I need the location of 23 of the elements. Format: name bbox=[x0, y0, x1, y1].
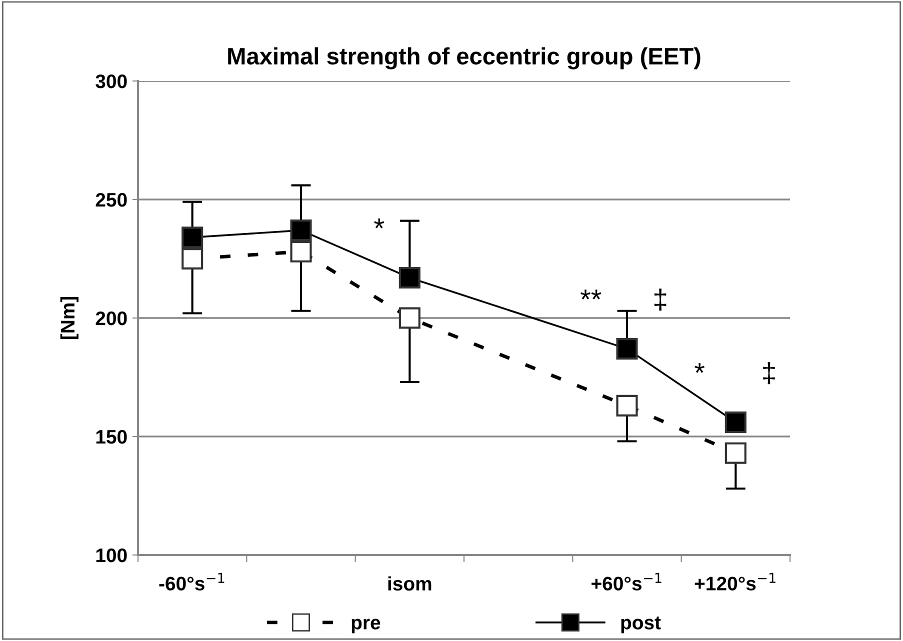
chart-title: Maximal strength of eccentric group (EET) bbox=[228, 47, 700, 70]
point bbox=[398, 266, 420, 288]
x-tick-label: isom bbox=[388, 576, 432, 591]
point bbox=[182, 226, 204, 248]
y-tick-label: 300 bbox=[96, 74, 127, 88]
y-axis-title: [Nm] bbox=[60, 296, 78, 340]
annotation: * bbox=[374, 218, 384, 228]
x-tick-label: +60°s$^{−1}$ bbox=[592, 572, 662, 590]
annotation: ** bbox=[580, 290, 602, 300]
annotation: ‡ bbox=[763, 362, 775, 384]
legend-label: pre bbox=[352, 618, 380, 634]
y-tick-label: 250 bbox=[96, 192, 127, 207]
x-tick-label: -60°s$^{−1}$ bbox=[159, 572, 224, 590]
y-tick-label: 200 bbox=[96, 311, 127, 326]
point bbox=[724, 412, 746, 434]
legend-label: post bbox=[621, 616, 661, 634]
y-tick-label: 100 bbox=[96, 548, 127, 562]
x-tick-label: +120°s$^{−1}$ bbox=[694, 572, 776, 590]
y-tick-label: 150 bbox=[96, 430, 127, 444]
point bbox=[616, 338, 638, 360]
annotation: ‡ bbox=[654, 288, 666, 311]
point bbox=[290, 220, 312, 242]
annotation: * bbox=[694, 363, 705, 373]
